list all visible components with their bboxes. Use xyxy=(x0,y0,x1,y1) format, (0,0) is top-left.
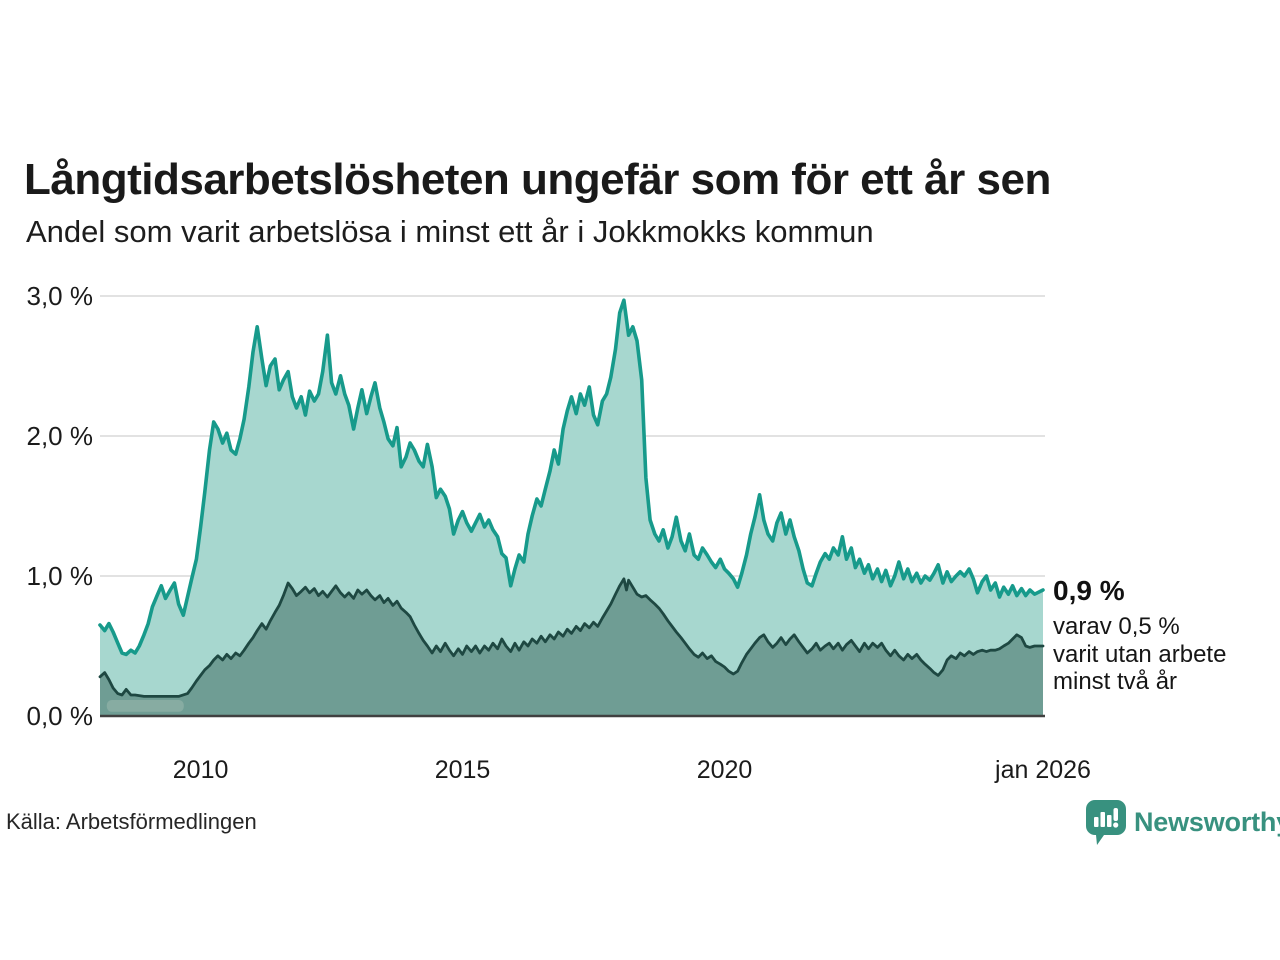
newsworthy-wordmark: Newsworthy xyxy=(1134,807,1280,837)
detail-line-2: varit utan arbete xyxy=(1053,640,1227,668)
y-tick-label: 0,0 % xyxy=(27,701,94,731)
minst-ett-ar-line xyxy=(98,298,1045,657)
x-tick-label: 2010 xyxy=(173,756,229,784)
x-tick-label: 2015 xyxy=(435,756,491,784)
end-value-annotation: 0,9 % varav 0,5 % varit utan arbete mins… xyxy=(1053,575,1273,696)
page-title: Långtidsarbetslösheten ungefär som för e… xyxy=(24,155,1051,205)
detail-line-3: minst två år xyxy=(1053,668,1178,695)
x-tick-label: jan 2026 xyxy=(994,756,1091,784)
chart-subtitle: Andel som varit arbetslösa i minst ett å… xyxy=(26,214,874,249)
end-value-detail: varav 0,5 % varit utan arbete minst två … xyxy=(1053,613,1273,696)
missing-data-band xyxy=(106,700,184,712)
source-attribution: Källa: Arbetsförmedlingen xyxy=(6,809,257,834)
minst-tva-ar-line xyxy=(98,577,1045,698)
newsworthy-bubble-chart-icon xyxy=(1086,800,1126,851)
y-tick-label: 2,0 % xyxy=(27,421,94,451)
minst-tva-ar-area xyxy=(100,578,1043,716)
y-tick-label: 3,0 % xyxy=(27,281,94,311)
detail-line-1: varav 0,5 % xyxy=(1053,613,1180,640)
y-tick-label: 1,0 % xyxy=(27,561,94,591)
x-tick-label: 2020 xyxy=(697,756,753,784)
end-value-label: 0,9 % xyxy=(1053,575,1125,606)
newsworthy-logo[interactable]: Newsworthy xyxy=(1086,800,1280,851)
